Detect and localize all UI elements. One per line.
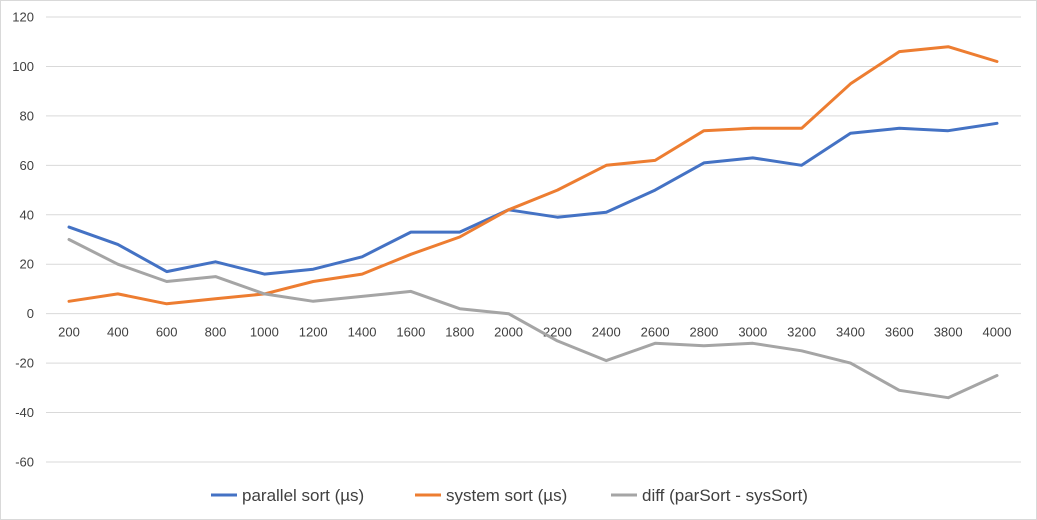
- y-tick-label: 120: [12, 10, 34, 25]
- y-tick-label: 0: [27, 306, 34, 321]
- x-tick-label: 1800: [445, 325, 474, 340]
- x-tick-label: 400: [107, 325, 129, 340]
- x-tick-label: 200: [58, 325, 80, 340]
- x-tick-label: 3400: [836, 325, 865, 340]
- x-tick-label: 2000: [494, 325, 523, 340]
- legend-item: parallel sort (µs): [211, 486, 364, 505]
- y-tick-label: 40: [20, 207, 34, 222]
- y-axis: -60 -40 -20 0 20 40 60 80 100 120: [12, 10, 34, 470]
- legend-item: system sort (µs): [415, 486, 567, 505]
- x-tick-label: 3600: [885, 325, 914, 340]
- legend-label: system sort (µs): [446, 486, 567, 505]
- x-tick-label: 4000: [983, 325, 1012, 340]
- x-axis: 200 400 600 800 1000 1200 1400 1600 1800 2000 2200…: [58, 325, 1011, 340]
- x-tick-label: 2200: [543, 325, 572, 340]
- series-line-1: [67, 121, 999, 276]
- y-tick-label: -60: [15, 455, 34, 470]
- legend-label: diff (parSort - sysSort): [642, 486, 808, 505]
- x-tick-label: 2600: [641, 325, 670, 340]
- x-tick-label: 1600: [396, 325, 425, 340]
- y-tick-label: 20: [20, 257, 34, 272]
- y-tick-label: 100: [12, 59, 34, 74]
- series-line-3: [67, 238, 999, 400]
- legend: parallel sort (µs) system sort (µs) diff (…: [211, 486, 808, 505]
- y-tick-label: 80: [20, 108, 34, 123]
- legend-label: parallel sort (µs): [242, 486, 364, 505]
- y-tick-label: -20: [15, 356, 34, 371]
- x-tick-label: 3200: [787, 325, 816, 340]
- y-tick-label: -40: [15, 405, 34, 420]
- x-tick-label: 1400: [348, 325, 377, 340]
- legend-item: diff (parSort - sysSort): [611, 486, 808, 505]
- x-tick-label: 800: [205, 325, 227, 340]
- x-tick-label: 1200: [299, 325, 328, 340]
- gridlines: [46, 16, 1021, 463]
- x-tick-label: 1000: [250, 325, 279, 340]
- y-tick-label: 60: [20, 158, 34, 173]
- plot-area: [67, 45, 999, 400]
- x-tick-label: 2400: [592, 325, 621, 340]
- x-tick-label: 3800: [934, 325, 963, 340]
- x-tick-label: 600: [156, 325, 178, 340]
- series-line-2: [67, 45, 999, 306]
- x-tick-label: 2800: [689, 325, 718, 340]
- x-tick-label: 3000: [738, 325, 767, 340]
